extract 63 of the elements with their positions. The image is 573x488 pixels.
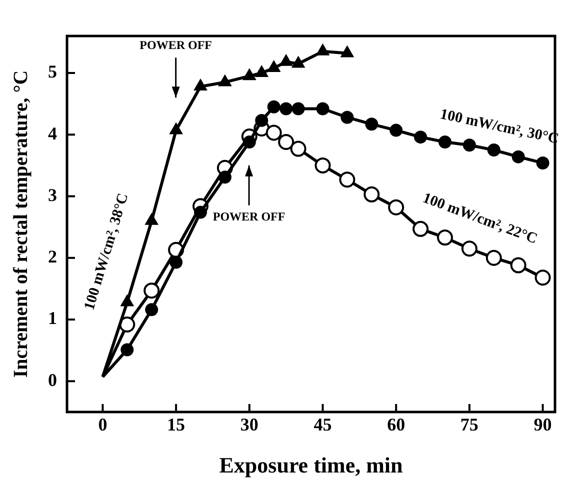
y-tick-label: 3: [48, 184, 57, 205]
point: [119, 316, 136, 332]
point: [316, 44, 329, 56]
x-tick-label: 0: [98, 414, 108, 434]
point: [438, 136, 452, 149]
x-tick-label: 75: [460, 414, 478, 434]
point: [194, 80, 207, 91]
point: [510, 257, 526, 274]
point: [462, 138, 476, 152]
point: [414, 130, 428, 144]
point: [340, 46, 354, 58]
point: [145, 303, 158, 316]
point: [536, 156, 550, 170]
y-axis-title: Increment of rectal temperature, °C: [10, 70, 32, 378]
y-tick-label: 4: [48, 123, 57, 144]
point: [314, 157, 331, 174]
x-tick-label: 45: [314, 414, 332, 434]
point: [390, 124, 403, 137]
point: [486, 250, 502, 266]
point: [487, 144, 500, 157]
point: [242, 136, 256, 149]
point: [268, 61, 280, 72]
point: [461, 240, 478, 257]
point: [267, 100, 280, 114]
point: [170, 256, 183, 269]
point: [339, 172, 356, 188]
point: [243, 69, 256, 80]
point: [340, 110, 354, 124]
point: [218, 170, 232, 184]
x-tick-label: 60: [387, 414, 406, 434]
point: [316, 102, 330, 116]
text: 100 mW/cm², 30°C: [438, 106, 560, 148]
point: [534, 270, 551, 286]
x-axis-title: Exposure time, min: [219, 452, 403, 478]
point: [512, 150, 525, 164]
text: 100 mW/cm², 38°C: [82, 192, 132, 312]
point: [170, 123, 182, 134]
point: [412, 220, 429, 237]
point: [278, 134, 294, 150]
annotation: POWER OFF: [212, 209, 286, 224]
point: [280, 54, 292, 66]
y-tick-label: 2: [48, 246, 57, 267]
point: [388, 199, 404, 216]
point: [292, 102, 305, 116]
annotation: POWER OFF: [140, 38, 212, 52]
point: [266, 124, 282, 141]
point: [290, 140, 306, 157]
point: [218, 75, 232, 86]
y-tick-label: 5: [48, 62, 57, 82]
point: [255, 66, 268, 77]
x-tick-label: 15: [167, 414, 186, 434]
y-tick-label: 1: [48, 308, 57, 328]
point: [194, 206, 207, 219]
point: [365, 118, 378, 131]
x-tick-label: 90: [534, 414, 552, 434]
y-tick-label: 0: [48, 370, 57, 390]
point: [364, 186, 380, 202]
point: [144, 282, 160, 299]
x-tick-label: 30: [240, 414, 258, 434]
point: [280, 102, 293, 116]
point: [292, 56, 304, 68]
point: [120, 343, 134, 356]
point: [255, 114, 268, 127]
